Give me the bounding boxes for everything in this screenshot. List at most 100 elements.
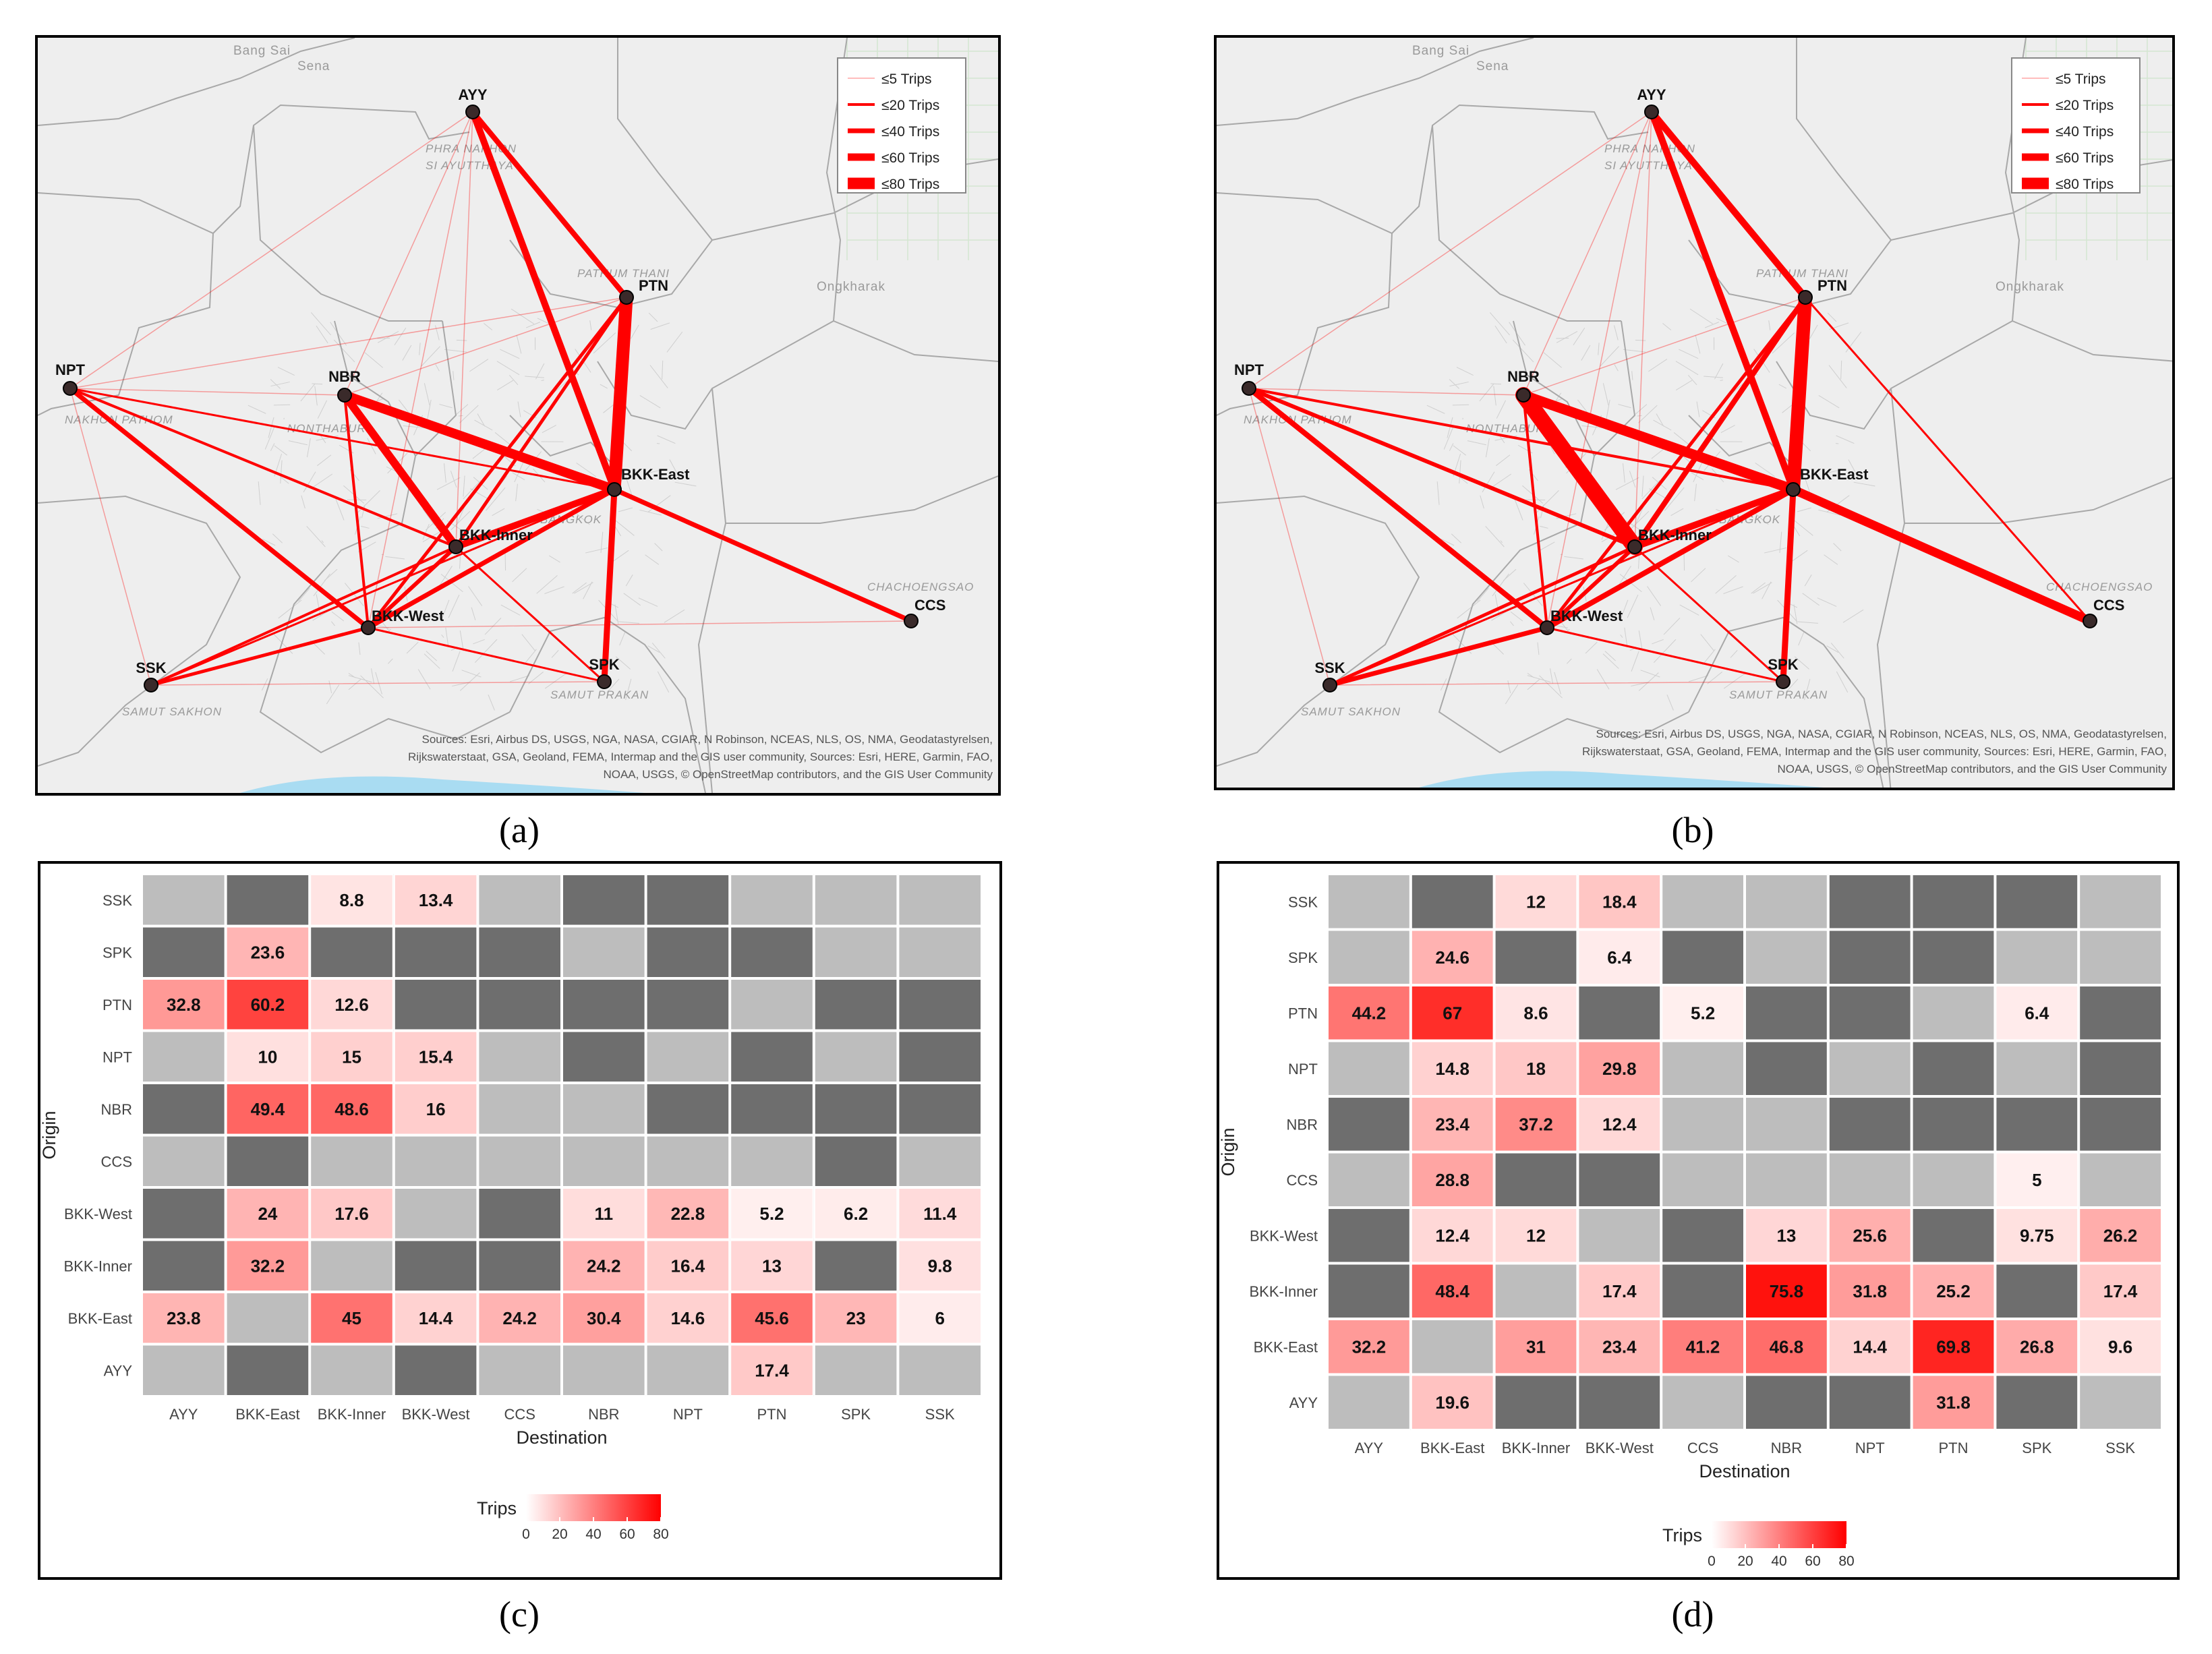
heat-cell xyxy=(142,1344,226,1396)
cell-value: 17.6 xyxy=(334,1204,369,1224)
heat-cell xyxy=(1577,1208,1662,1264)
heat-cell xyxy=(1661,929,1745,985)
heat-cell xyxy=(1828,1319,1912,1375)
route-line xyxy=(1329,681,1784,686)
cell-value: 5.2 xyxy=(759,1204,784,1224)
heat-cell xyxy=(142,1030,226,1083)
heat-cell xyxy=(477,1292,562,1345)
heat-cell xyxy=(1745,1152,1828,1208)
heat-cell xyxy=(898,1187,983,1240)
place-label: Sena xyxy=(297,59,330,73)
route-line xyxy=(1515,387,1643,555)
node-label: NBR xyxy=(1507,368,1540,385)
route-line xyxy=(340,390,619,494)
cell-value: 5 xyxy=(2032,1170,2041,1190)
heat-cell xyxy=(813,874,898,926)
legend-label: ≤60 Trips xyxy=(881,150,939,166)
heat-cell xyxy=(1911,1374,1996,1430)
y-tick-label: BKK-West xyxy=(64,1206,132,1222)
route-line xyxy=(1523,111,1652,396)
heat-cell xyxy=(1410,1096,1494,1152)
cell-value: 6.4 xyxy=(2025,1003,2049,1023)
route-line xyxy=(1523,297,1806,396)
attribution-text: Sources: Esri, Airbus DS, USGS, NGA, NAS… xyxy=(1596,728,2167,740)
node-ssk xyxy=(144,678,158,692)
place-label: SI AYUTTHAYA xyxy=(426,159,514,172)
heat-cell xyxy=(898,1030,983,1083)
cell-value: 31.8 xyxy=(1936,1392,1971,1413)
map-legend: ≤5 Trips ≤20 Trips ≤40 Trips ≤60 Trips ≤80 T… xyxy=(2011,57,2141,194)
route-line xyxy=(1780,486,1797,685)
y-tick-label: NBR xyxy=(1287,1116,1318,1133)
legend-tick-label: 20 xyxy=(1737,1554,1753,1569)
y-axis-title: Origin xyxy=(40,1111,59,1159)
route-line xyxy=(1634,111,1652,548)
cell-value: 6.4 xyxy=(1607,947,1632,968)
heat-cell xyxy=(813,1292,898,1345)
heat-cell xyxy=(477,1030,562,1083)
route-line xyxy=(1786,291,1812,496)
cell-value: 23.4 xyxy=(1602,1336,1637,1357)
heat-cell xyxy=(1661,1374,1745,1430)
heat-cell xyxy=(562,1344,646,1396)
cell-value: 30.4 xyxy=(587,1308,621,1328)
y-tick-label: SSK xyxy=(103,892,132,909)
y-tick-label: NPT xyxy=(103,1048,132,1065)
heat-cell xyxy=(1911,1040,1996,1096)
route-line xyxy=(1248,388,1524,396)
heat-cell xyxy=(1327,1374,1411,1430)
node-label: CCS xyxy=(914,597,945,614)
node-label: PTN xyxy=(1817,277,1847,294)
cell-value: 45 xyxy=(342,1308,361,1328)
cell-value: 16 xyxy=(426,1099,446,1119)
cell-value: 9.75 xyxy=(2020,1225,2054,1245)
route-line xyxy=(1248,111,1652,389)
y-tick-label: BKK-Inner xyxy=(64,1258,133,1274)
heat-cell xyxy=(1745,929,1828,985)
heatmap-d: 12 18.4 24.6 6.4 44.2 67 8.6 5.2 6.4 14.8 18 29.8 23… xyxy=(1219,864,2177,1577)
heat-cell xyxy=(1494,1152,1578,1208)
heat-cell xyxy=(1911,1208,1996,1264)
route-line xyxy=(341,391,460,551)
heat-cell xyxy=(393,1344,478,1396)
route-line xyxy=(454,295,629,549)
heat-cell xyxy=(1494,1040,1578,1096)
x-axis-title: Destination xyxy=(1699,1461,1790,1481)
cell-value: 12.4 xyxy=(1602,1114,1637,1134)
legend-tick-label: 20 xyxy=(552,1527,567,1542)
y-tick-label: CCS xyxy=(1287,1172,1318,1189)
cell-value: 23 xyxy=(846,1308,866,1328)
heat-cell xyxy=(2078,1152,2162,1208)
heat-cell xyxy=(1995,1040,2079,1096)
node-ccs xyxy=(2083,614,2097,628)
heat-cell xyxy=(1327,985,1411,1041)
legend-gradient xyxy=(526,1494,661,1521)
y-tick-label: AYY xyxy=(1289,1394,1318,1411)
place-label: CHACHOENGSAO xyxy=(867,581,974,593)
attribution-text: NOAA, USGS, © OpenStreetMap contributors… xyxy=(1777,763,2167,775)
legend-label: ≤40 Trips xyxy=(2056,124,2114,140)
route-line xyxy=(150,488,616,686)
heat-cell xyxy=(562,874,646,926)
heat-cell xyxy=(562,978,646,1031)
heat-cell xyxy=(1327,1263,1411,1319)
node-label: SSK xyxy=(136,659,166,676)
cell-value: 49.4 xyxy=(251,1099,285,1119)
route-line xyxy=(455,111,473,548)
caption-a: (a) xyxy=(499,810,540,850)
heat-cell xyxy=(1911,1319,1996,1375)
place-label: SAMUT SAKHON xyxy=(1301,705,1401,718)
node-ccs xyxy=(904,614,919,628)
heat-cell xyxy=(477,1344,562,1396)
route-line xyxy=(69,388,345,396)
legend-label: ≤40 Trips xyxy=(881,124,939,140)
y-tick-label: SSK xyxy=(1288,893,1318,910)
cell-value: 31.8 xyxy=(1853,1281,1887,1301)
node-label: BKK-West xyxy=(372,608,444,624)
cell-value: 17.4 xyxy=(1602,1281,1637,1301)
heat-cell xyxy=(645,1187,730,1240)
cell-value: 44.2 xyxy=(1352,1003,1387,1023)
route-line xyxy=(67,386,371,630)
